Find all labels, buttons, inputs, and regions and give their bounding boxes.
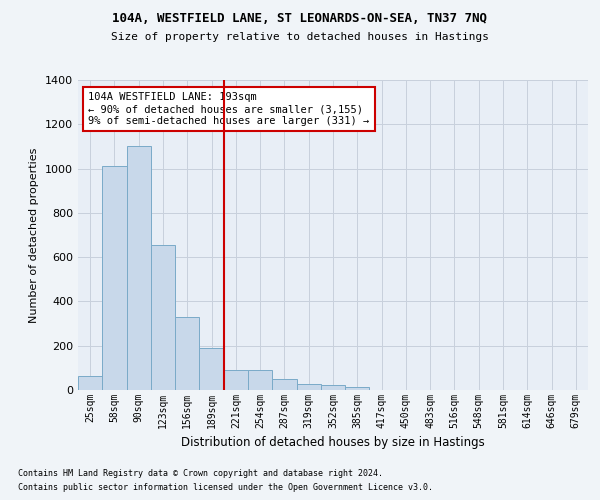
Bar <box>224 370 248 390</box>
Bar <box>345 386 370 390</box>
Text: Contains public sector information licensed under the Open Government Licence v3: Contains public sector information licen… <box>18 484 433 492</box>
Text: 104A WESTFIELD LANE: 193sqm
← 90% of detached houses are smaller (3,155)
9% of s: 104A WESTFIELD LANE: 193sqm ← 90% of det… <box>88 92 370 126</box>
Bar <box>199 348 224 390</box>
Bar <box>78 376 102 390</box>
Bar <box>127 146 151 390</box>
Bar <box>102 166 127 390</box>
Bar <box>321 385 345 390</box>
Text: Size of property relative to detached houses in Hastings: Size of property relative to detached ho… <box>111 32 489 42</box>
Y-axis label: Number of detached properties: Number of detached properties <box>29 148 40 322</box>
Text: Contains HM Land Registry data © Crown copyright and database right 2024.: Contains HM Land Registry data © Crown c… <box>18 468 383 477</box>
Bar <box>272 380 296 390</box>
X-axis label: Distribution of detached houses by size in Hastings: Distribution of detached houses by size … <box>181 436 485 450</box>
Bar <box>151 246 175 390</box>
Text: 104A, WESTFIELD LANE, ST LEONARDS-ON-SEA, TN37 7NQ: 104A, WESTFIELD LANE, ST LEONARDS-ON-SEA… <box>113 12 487 26</box>
Bar <box>248 370 272 390</box>
Bar <box>175 318 199 390</box>
Bar <box>296 384 321 390</box>
